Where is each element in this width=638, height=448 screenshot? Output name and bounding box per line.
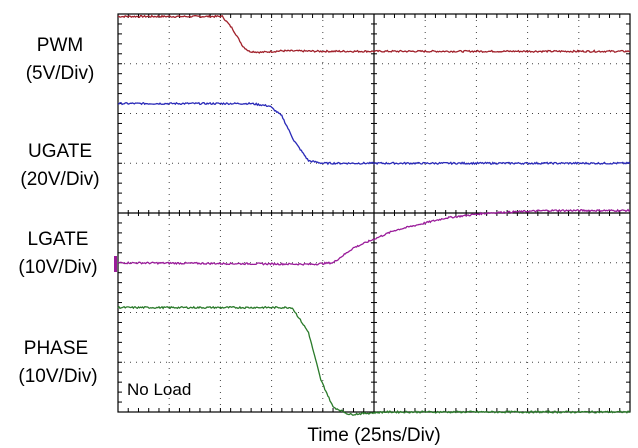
traces (117, 14, 631, 416)
pwm-scale-label: (5V/Div) (26, 63, 95, 84)
lgate-scale-label: (10V/Div) (18, 257, 97, 278)
x-axis-label: Time (25ns/Div) (307, 425, 440, 446)
no-load-annotation: No Load (127, 380, 191, 399)
pwm-trace (117, 14, 631, 54)
grid (117, 13, 631, 413)
pwm-label: PWM (37, 35, 83, 56)
phase-trace (117, 305, 631, 416)
lgate-ground-marker (114, 256, 117, 272)
phase-label: PHASE (24, 338, 88, 359)
lgate-label: LGATE (28, 229, 89, 250)
phase-scale-label: (10V/Div) (18, 366, 97, 387)
lgate-trace (117, 208, 631, 266)
ugate-scale-label: (20V/Div) (20, 169, 99, 190)
ugate-trace (117, 101, 631, 166)
ugate-label: UGATE (28, 141, 92, 162)
